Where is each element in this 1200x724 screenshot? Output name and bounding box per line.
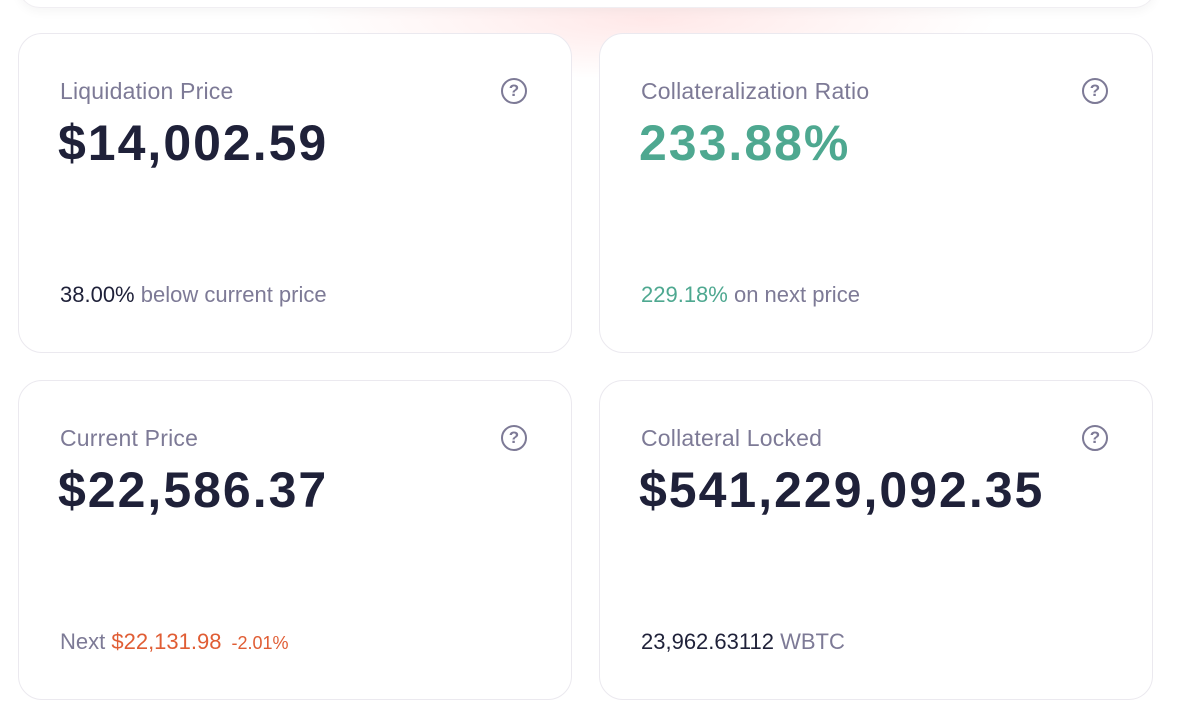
help-icon[interactable]: ? [501, 425, 527, 451]
collateralization-ratio-label: Collateralization Ratio [641, 78, 870, 104]
collateralization-ratio-footer: 229.18% on next price [641, 282, 860, 308]
current-price-label: Current Price [60, 425, 199, 451]
collateral-locked-label: Collateral Locked [641, 425, 823, 451]
wbtc-unit: WBTC [773, 629, 845, 654]
collateral-locked-card: Collateral Locked ? $541,229,092.35 23,9… [599, 380, 1153, 700]
next-ratio-value: 229.18% [641, 282, 728, 307]
current-price-card: Current Price ? $22,586.37 Next $22,131.… [18, 380, 572, 700]
liquidation-price-card: Liquidation Price ? $14,002.59 38.00% be… [18, 33, 572, 353]
next-price-value: $22,131.98 [111, 629, 222, 654]
collateral-locked-value: $541,229,092.35 [639, 462, 1045, 518]
collateralization-ratio-value: 233.88% [639, 115, 851, 171]
price-change-percent: -2.01% [231, 633, 289, 653]
collateral-locked-footer: 23,962.63112 WBTC [641, 629, 845, 655]
liquidation-price-value: $14,002.59 [58, 115, 329, 171]
wbtc-amount: 23,962.63112 [641, 629, 774, 654]
collateralization-ratio-card: Collateralization Ratio ? 233.88% 229.18… [599, 33, 1153, 353]
below-current-percent: 38.00% [60, 282, 135, 307]
help-icon[interactable]: ? [1082, 78, 1108, 104]
next-label: Next [60, 629, 112, 654]
liquidation-price-footer: 38.00% below current price [60, 282, 327, 308]
next-ratio-text: on next price [727, 282, 860, 307]
liquidation-price-label: Liquidation Price [60, 78, 234, 104]
top-panel [18, 0, 1156, 8]
help-icon[interactable]: ? [1082, 425, 1108, 451]
current-price-footer: Next $22,131.98 -2.01% [60, 629, 289, 655]
help-icon[interactable]: ? [501, 78, 527, 104]
below-current-text: below current price [134, 282, 327, 307]
current-price-value: $22,586.37 [58, 462, 329, 518]
